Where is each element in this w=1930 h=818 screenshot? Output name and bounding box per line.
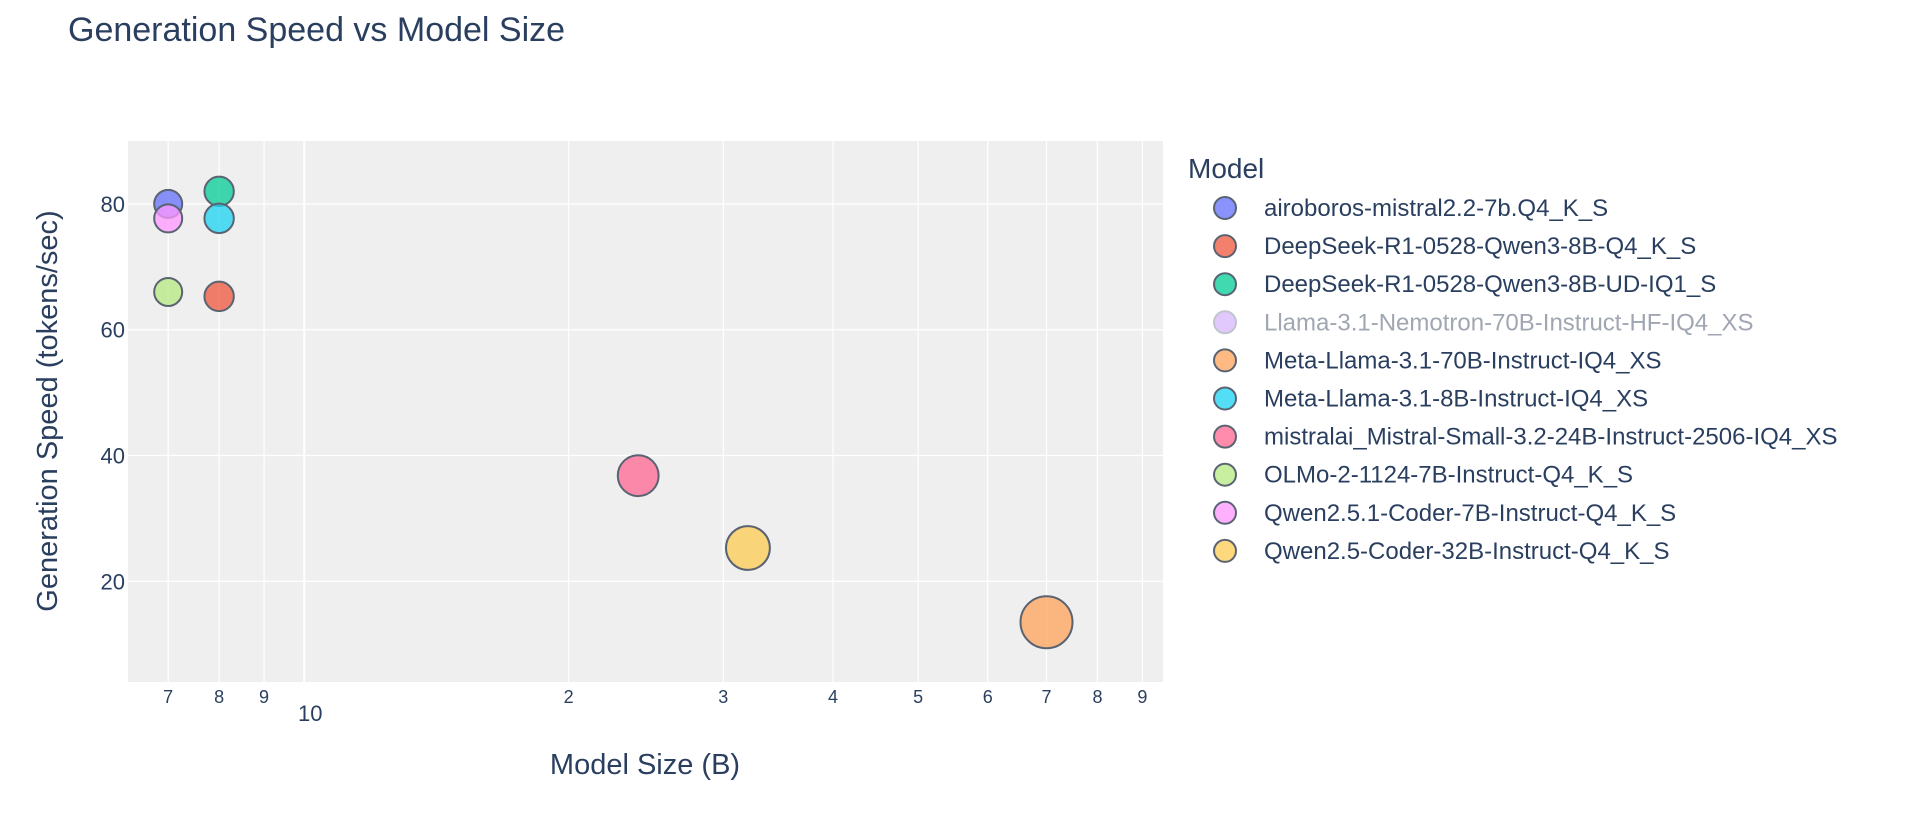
legend-item[interactable]: DeepSeek-R1-0528-Qwen3-8B-UD-IQ1_S bbox=[1213, 271, 1716, 298]
legend-item[interactable]: Meta-Llama-3.1-70B-Instruct-IQ4_XS bbox=[1213, 347, 1662, 374]
y-axis-title: Generation Speed (tokens/sec) bbox=[32, 210, 64, 611]
legend-item[interactable]: Meta-Llama-3.1-8B-Instruct-IQ4_XS bbox=[1213, 386, 1648, 413]
legend-marker bbox=[1213, 462, 1237, 487]
legend-title: Model bbox=[1188, 153, 1264, 184]
x-tick-label: 4 bbox=[828, 687, 838, 707]
x-tick-label: 9 bbox=[1137, 687, 1147, 707]
x-tick-label: 7 bbox=[1042, 687, 1052, 707]
legend-item[interactable]: Llama-3.1-Nemotron-70B-Instruct-HF-IQ4_X… bbox=[1213, 309, 1754, 336]
legend-label: Llama-3.1-Nemotron-70B-Instruct-HF-IQ4_X… bbox=[1264, 309, 1754, 336]
legend-item[interactable]: Qwen2.5.1-Coder-7B-Instruct-Q4_K_S bbox=[1213, 500, 1676, 527]
x-tick-label: 2 bbox=[564, 687, 574, 707]
y-tick-label: 80 bbox=[101, 192, 125, 217]
data-point[interactable] bbox=[153, 276, 184, 307]
x-tick-label: 8 bbox=[1092, 687, 1102, 707]
legend-item[interactable]: OLMo-2-1124-7B-Instruct-Q4_K_S bbox=[1213, 462, 1633, 489]
legend-label: Qwen2.5.1-Coder-7B-Instruct-Q4_K_S bbox=[1264, 500, 1676, 527]
x-tick-label: 7 bbox=[163, 687, 173, 707]
legend-label: DeepSeek-R1-0528-Qwen3-8B-UD-IQ1_S bbox=[1264, 271, 1716, 298]
x-axis-title: Model Size (B) bbox=[550, 749, 740, 781]
y-tick-label: 20 bbox=[101, 569, 125, 594]
data-point[interactable] bbox=[616, 454, 660, 498]
x-tick-label: 5 bbox=[913, 687, 923, 707]
legend-label: Qwen2.5-Coder-32B-Instruct-Q4_K_S bbox=[1264, 538, 1670, 565]
legend-label: OLMo-2-1124-7B-Instruct-Q4_K_S bbox=[1264, 462, 1633, 489]
chart-title: Generation Speed vs Model Size bbox=[68, 11, 565, 49]
x-tick-label: 9 bbox=[259, 687, 269, 707]
y-tick-label: 40 bbox=[101, 444, 125, 469]
legend-label: Meta-Llama-3.1-8B-Instruct-IQ4_XS bbox=[1264, 386, 1648, 413]
legend-label: DeepSeek-R1-0528-Qwen3-8B-Q4_K_S bbox=[1264, 233, 1696, 260]
y-tick-label: 60 bbox=[101, 318, 125, 343]
x-tick-labels: 7 8 9 10 2 3 4 5 6 7 8 9 bbox=[163, 687, 1147, 726]
data-point[interactable] bbox=[1019, 595, 1074, 650]
legend-marker bbox=[1213, 500, 1237, 525]
data-point[interactable] bbox=[725, 525, 771, 571]
plot-area[interactable] bbox=[128, 141, 1163, 682]
legend-label: Meta-Llama-3.1-70B-Instruct-IQ4_XS bbox=[1264, 347, 1662, 374]
legend-marker bbox=[1213, 424, 1237, 449]
legend-marker bbox=[1213, 196, 1237, 220]
legend-item[interactable]: mistralai_Mistral-Small-3.2-24B-Instruct… bbox=[1213, 424, 1838, 451]
data-point[interactable] bbox=[203, 280, 235, 313]
legend-item[interactable]: DeepSeek-R1-0528-Qwen3-8B-Q4_K_S bbox=[1213, 233, 1696, 260]
legend-label: airoboros-mistral2.2-7b.Q4_K_S bbox=[1264, 195, 1608, 222]
legend-item[interactable]: Qwen2.5-Coder-32B-Instruct-Q4_K_S bbox=[1213, 538, 1670, 565]
data-markers bbox=[153, 175, 1074, 650]
data-point[interactable] bbox=[203, 175, 235, 208]
legend-marker bbox=[1213, 348, 1237, 373]
legend: airoboros-mistral2.2-7b.Q4_K_S DeepSeek-R… bbox=[1213, 195, 1838, 565]
legend-marker bbox=[1213, 538, 1237, 563]
legend-marker bbox=[1213, 386, 1237, 411]
legend-marker bbox=[1213, 310, 1237, 335]
x-tick-label: 3 bbox=[718, 687, 728, 707]
x-tick-label: 8 bbox=[214, 687, 224, 707]
x-tick-label: 6 bbox=[983, 687, 993, 707]
legend-marker bbox=[1213, 272, 1237, 297]
x-tick-label: 10 bbox=[298, 701, 322, 726]
y-tick-labels: 20 40 60 80 bbox=[101, 192, 125, 594]
legend-label: mistralai_Mistral-Small-3.2-24B-Instruct… bbox=[1264, 424, 1838, 451]
legend-marker bbox=[1213, 234, 1237, 259]
data-point[interactable] bbox=[153, 203, 184, 234]
data-point[interactable] bbox=[203, 202, 235, 235]
legend-item[interactable]: airoboros-mistral2.2-7b.Q4_K_S bbox=[1213, 195, 1608, 222]
